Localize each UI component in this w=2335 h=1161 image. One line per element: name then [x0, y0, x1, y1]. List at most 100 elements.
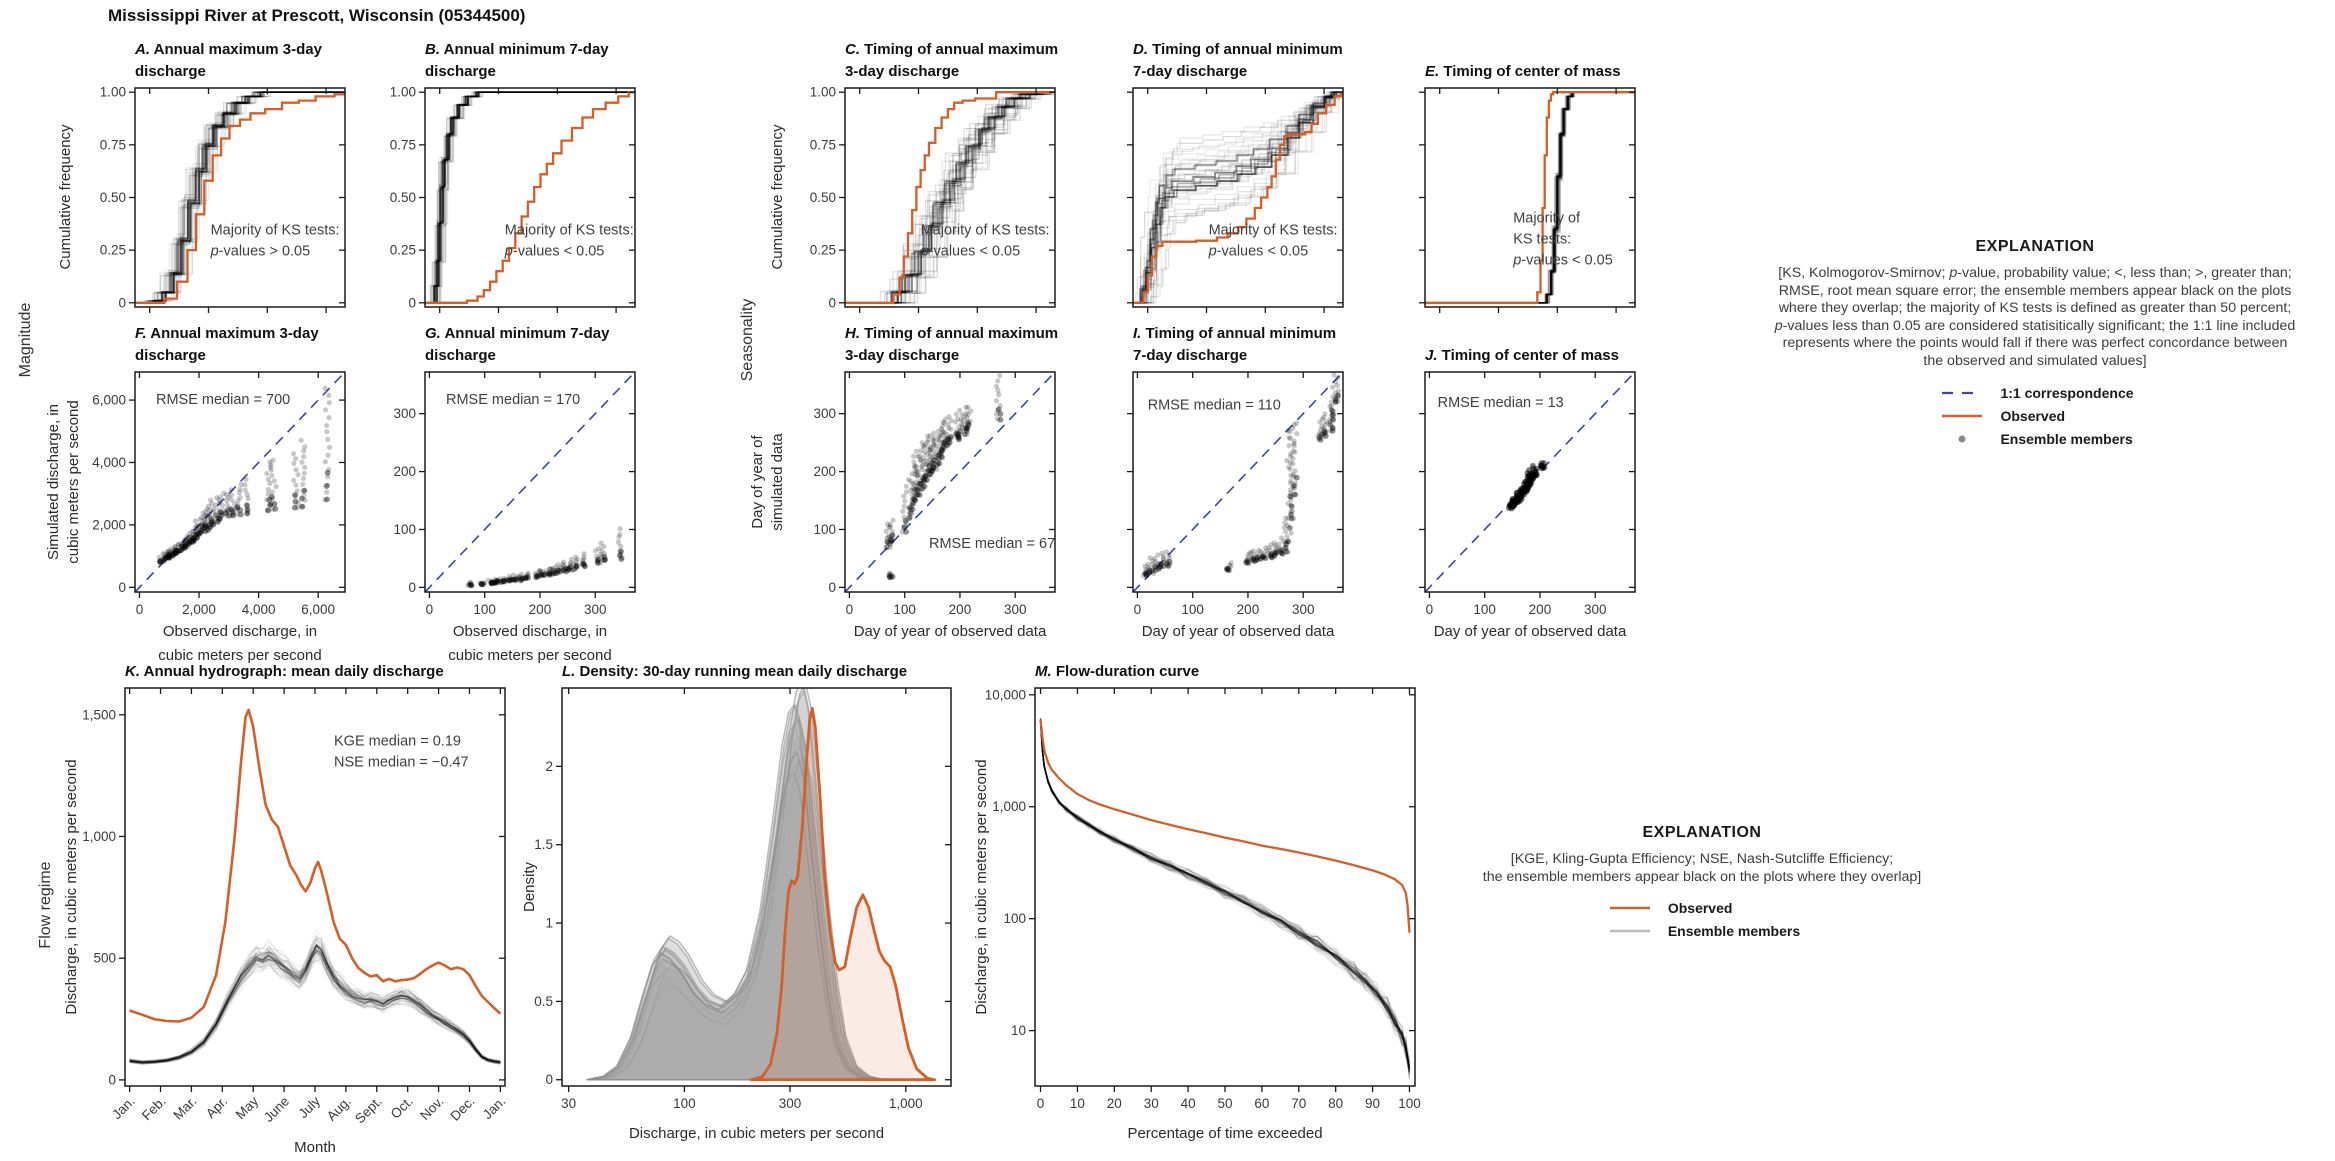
- svg-text:300: 300: [1004, 602, 1027, 617]
- panel-A-title: A. Annual maximum 3-day: [134, 41, 323, 58]
- panel-F-title: F. Annual maximum 3-day: [135, 325, 319, 342]
- svg-text:Sept.: Sept.: [352, 1094, 385, 1127]
- panel-J: 0 100 200 300 RMSE median = 13 J. Timing of c…: [1419, 347, 1636, 640]
- panel-E-annotation: KS tests:: [1513, 232, 1571, 248]
- panel-F: 0 2,000 4,000 6,000 0 2,000 4,000 6,000 RMSE med…: [45, 325, 346, 664]
- panel-C-title: 3-day discharge: [845, 63, 959, 80]
- svg-text:200: 200: [949, 602, 972, 617]
- panel-G-series: [425, 372, 635, 592]
- panel-E: Majority of KS tests: p-values < 0.05 E. Ti…: [1419, 63, 1636, 313]
- panel-A-title: discharge: [135, 63, 206, 80]
- panel-F-annotation: RMSE median = 700: [156, 392, 290, 408]
- svg-text:0.25: 0.25: [810, 243, 836, 258]
- panel-K: Jan. Feb. Mar. Apr. May June July Aug.Sept. Oct.…: [63, 663, 508, 1156]
- panel-D-observed-line: [1133, 91, 1343, 304]
- panel-G-title: G. Annual minimum 7-day: [425, 325, 610, 342]
- svg-text:0: 0: [828, 580, 836, 595]
- figure-title: Mississippi River at Prescott, Wisconsin…: [108, 6, 526, 25]
- panel-H-ylabel: Day of year of: [749, 434, 766, 528]
- svg-text:40: 40: [1181, 1096, 1196, 1111]
- svg-text:0: 0: [1037, 1096, 1045, 1111]
- svg-text:0.50: 0.50: [100, 190, 126, 205]
- panel-F-ylabel: cubic meters per second: [65, 400, 82, 563]
- svg-text:200: 200: [1529, 602, 1552, 617]
- explanation-top-legend: 1:1 correspondence Observed Ensemble membe…: [1936, 384, 2134, 447]
- svg-text:0: 0: [408, 580, 416, 595]
- svg-text:100: 100: [1473, 602, 1496, 617]
- line-orange-legend-symbol: [1942, 414, 1983, 417]
- panel-B-series: [425, 91, 635, 304]
- panel-I-series: [1133, 372, 1343, 592]
- svg-text:70: 70: [1291, 1096, 1306, 1111]
- panel-L: 30 100 300 1,000 0 0.5 1 1.5 2 L. Density: 30-day…: [521, 663, 952, 1142]
- panel-G-annotation: RMSE median = 170: [446, 392, 580, 408]
- panel-M-series: [1039, 717, 1411, 1081]
- panel-H-ylabel: simulated data: [769, 433, 786, 531]
- svg-text:100: 100: [673, 1096, 696, 1111]
- svg-text:0: 0: [408, 295, 416, 310]
- svg-text:0.75: 0.75: [390, 137, 416, 152]
- panel-A-annotation: p-values > 0.05: [210, 244, 311, 260]
- panel-K-xlabel: Month: [294, 1139, 336, 1156]
- panel-K-title: K. Annual hydrograph: mean daily dischar…: [125, 663, 444, 680]
- line-gray-legend-symbol: [1609, 929, 1650, 933]
- svg-text:300: 300: [813, 406, 836, 421]
- svg-text:20: 20: [1107, 1096, 1122, 1111]
- svg-text:200: 200: [1237, 602, 1260, 617]
- svg-text:June: June: [261, 1094, 292, 1125]
- svg-text:0: 0: [108, 1072, 116, 1087]
- panel-L-title: L. Density: 30-day running mean daily di…: [562, 663, 907, 680]
- panel-B-title: B. Annual minimum 7-day: [425, 41, 609, 58]
- svg-text:Jan.: Jan.: [109, 1094, 138, 1123]
- panel-H-axis-box: [844, 371, 1056, 593]
- panel-B-title: discharge: [425, 63, 496, 80]
- svg-text:0: 0: [828, 295, 836, 310]
- svg-text:300: 300: [1584, 602, 1607, 617]
- panel-F-xlabel: Observed discharge, in: [163, 623, 317, 640]
- svg-text:100: 100: [1398, 1096, 1421, 1111]
- panel-G-xlabel: Observed discharge, in: [453, 623, 607, 640]
- svg-text:10: 10: [1070, 1096, 1085, 1111]
- panel-L-series: [586, 688, 937, 1082]
- panel-D-series: [1133, 91, 1343, 304]
- panel-C: 0 0.25 0.50 0.75 1.00 Majority of KS tests: p-…: [769, 41, 1058, 313]
- svg-text:1: 1: [545, 916, 553, 931]
- legend-symbol-cell: [1936, 409, 1988, 423]
- panel-J-annotation: RMSE median = 13: [1438, 395, 1564, 411]
- panel-E-series: [1425, 91, 1635, 304]
- panel-M: 0 10 20 30 40 50 60 70 80 90 100 10 100 1,000 10,000 M.…: [973, 663, 1421, 1142]
- panel-F-xlabel: cubic meters per second: [158, 647, 321, 664]
- svg-text:Mar.: Mar.: [170, 1094, 199, 1123]
- legend-label: Ensemble members: [2000, 430, 2133, 447]
- svg-text:100: 100: [813, 522, 836, 537]
- panel-F-ylabel: Simulated discharge, in: [45, 404, 62, 560]
- panel-I-annotation: RMSE median = 110: [1148, 397, 1281, 413]
- panel-H-series: [845, 372, 1055, 592]
- panel-F-axis-box: [134, 371, 346, 593]
- panel-C-title: C. Timing of annual maximum: [845, 41, 1058, 58]
- explanation-top-heading: EXPLANATION: [1975, 238, 2095, 255]
- panel-B-annotation: Majority of KS tests:: [505, 223, 634, 239]
- svg-text:July: July: [296, 1093, 324, 1121]
- dot-gray-legend-symbol: [1958, 435, 1966, 443]
- svg-text:50: 50: [1217, 1096, 1232, 1111]
- legend-label: 1:1 correspondence: [2000, 384, 2134, 401]
- svg-text:100: 100: [393, 522, 416, 537]
- svg-text:0.50: 0.50: [810, 190, 836, 205]
- explanation-bottom-note: [KGE, Kling-Gupta Efficiency; NSE, Nash-…: [1452, 851, 1952, 886]
- panel-K-ylabel: Discharge, in cubic meters per second: [63, 759, 80, 1014]
- svg-text:10: 10: [1011, 1023, 1026, 1038]
- legend-symbol-cell: [1604, 924, 1656, 938]
- svg-text:4,000: 4,000: [242, 602, 276, 617]
- panel-H-annotation: RMSE median = 67: [929, 536, 1055, 552]
- panel-D-title: 7-day discharge: [1133, 63, 1247, 80]
- panel-F-title: discharge: [135, 347, 206, 364]
- panel-C-annotation: Majority of KS tests:: [921, 223, 1050, 239]
- svg-text:6,000: 6,000: [92, 393, 126, 408]
- dash-blue-legend-symbol: [1942, 391, 1983, 394]
- panel-D-title: D. Timing of annual minimum: [1133, 41, 1343, 58]
- svg-text:1,500: 1,500: [82, 707, 116, 722]
- explanation-note-line: [KS, Kolmogorov-Smirnov; p-value, probab…: [1778, 265, 2292, 281]
- panel-L-axis-box: [561, 687, 952, 1087]
- svg-text:0: 0: [1134, 602, 1142, 617]
